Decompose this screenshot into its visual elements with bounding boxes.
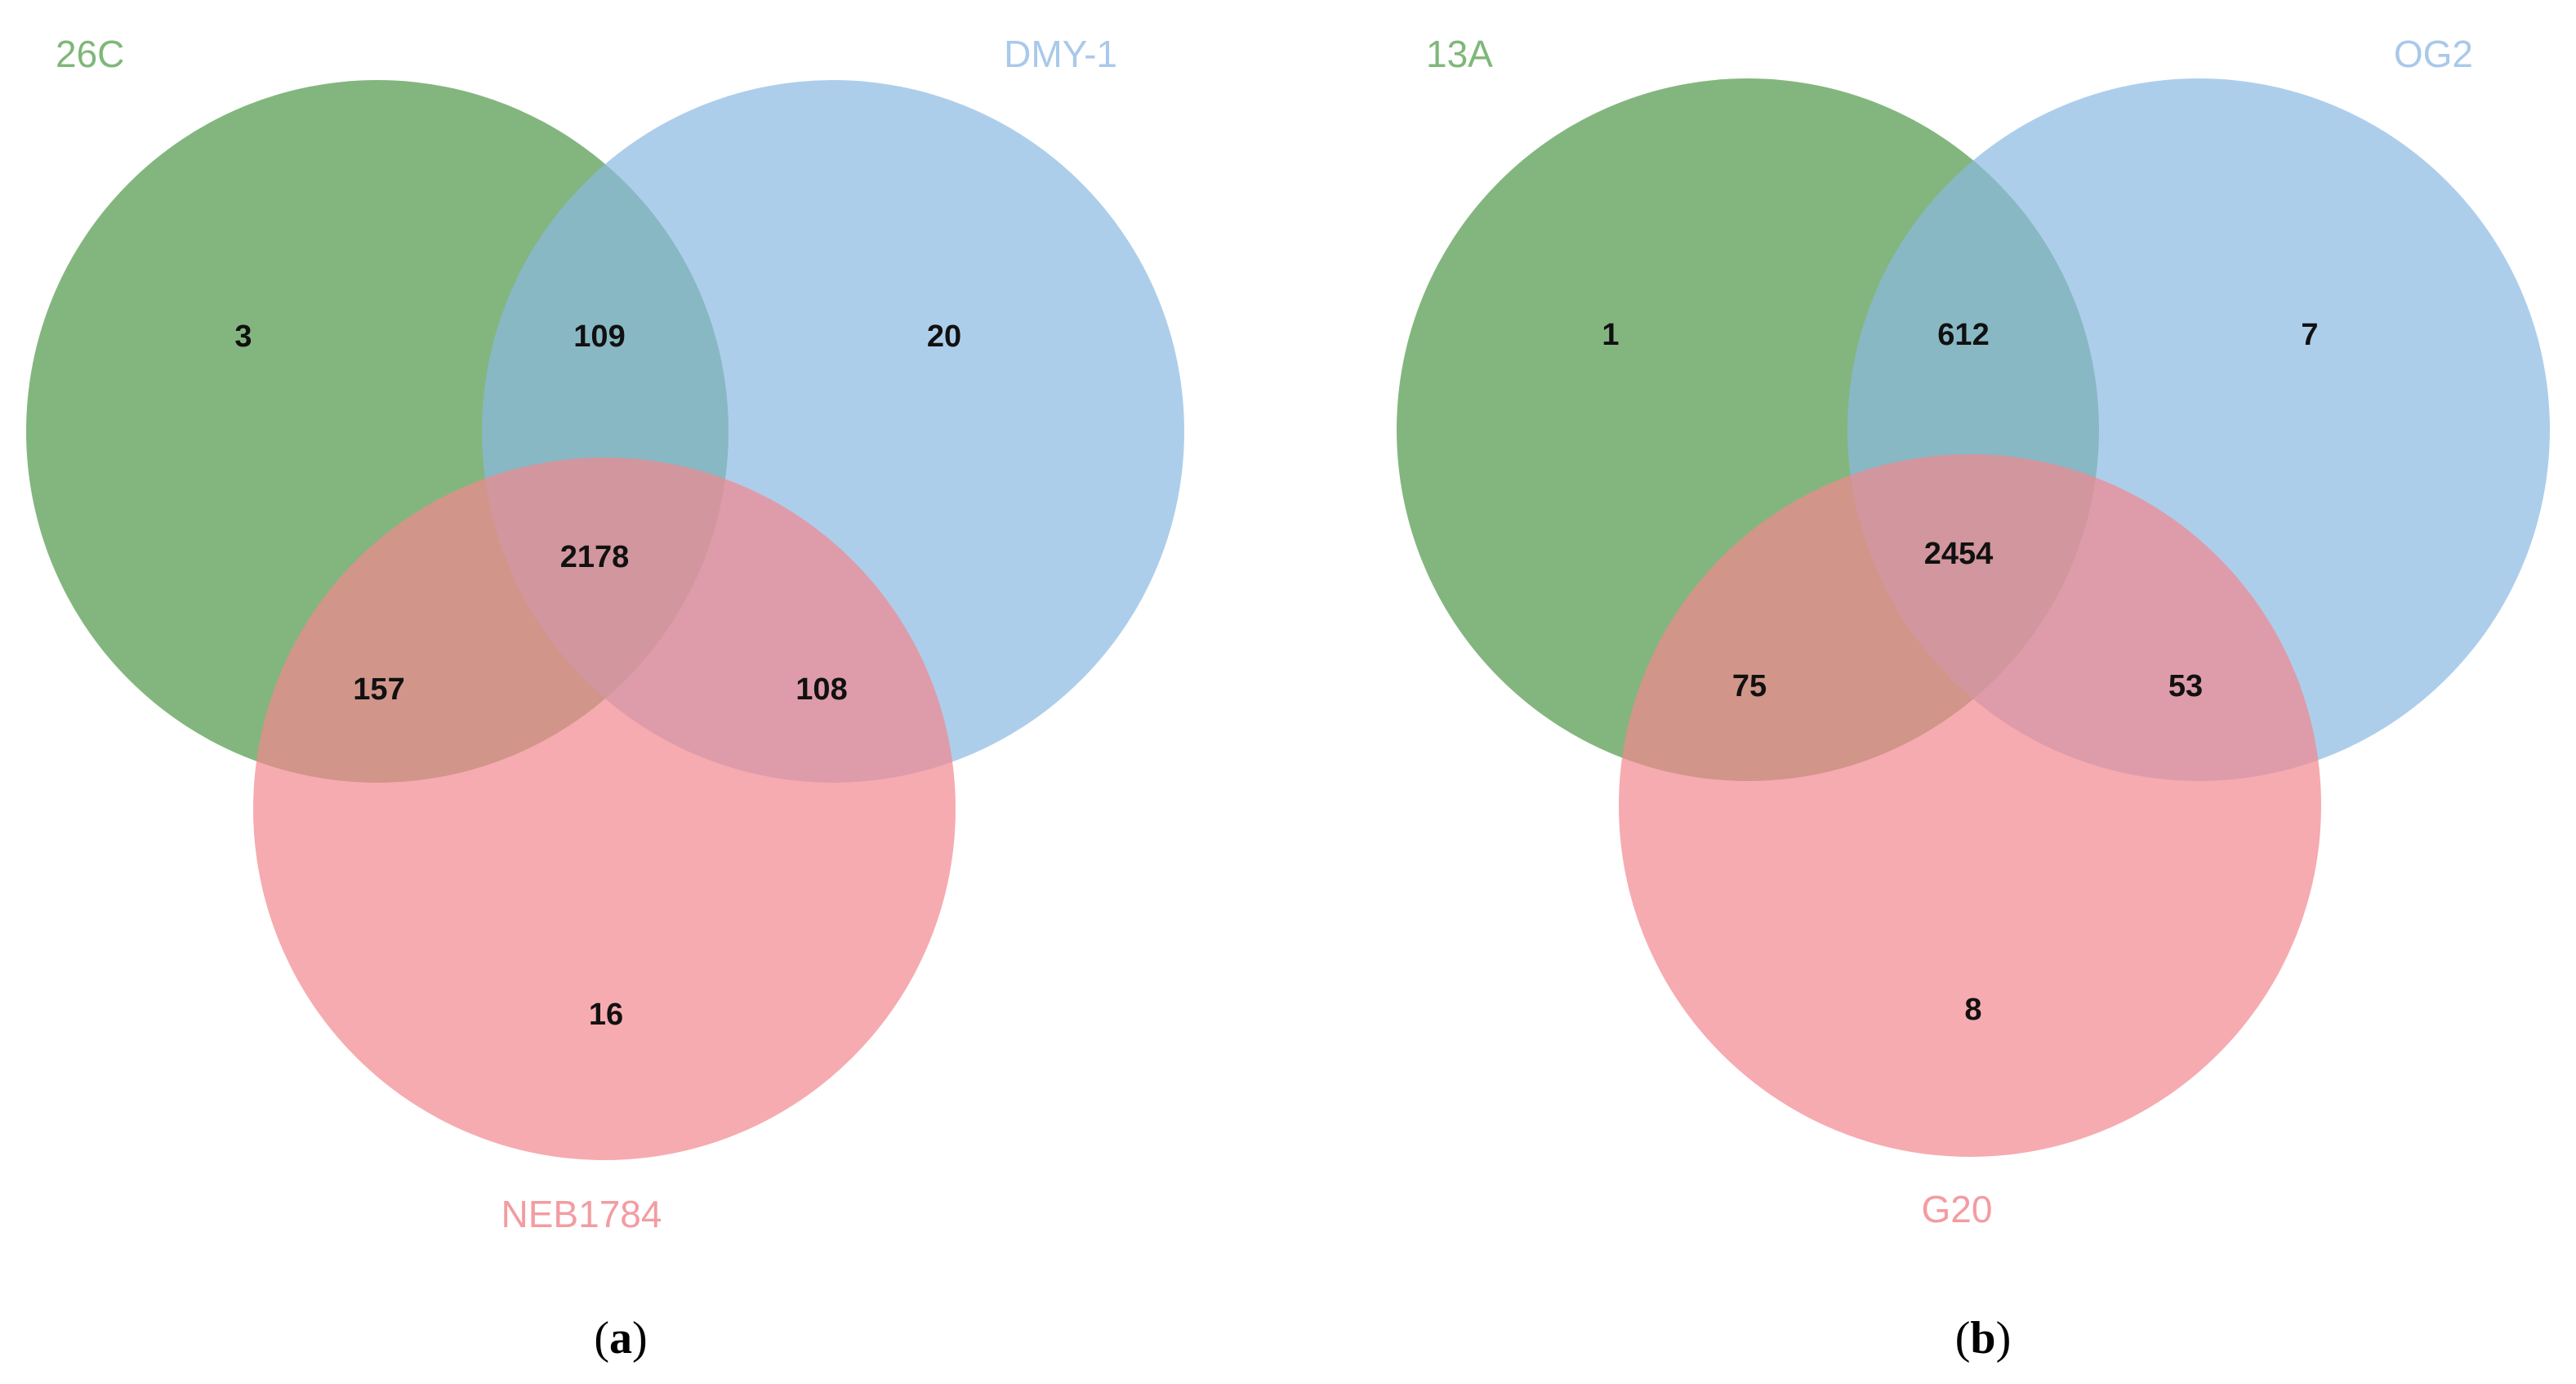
set-label-g20: G20 [1922,1188,1993,1230]
count-only-26c: 3 [234,319,252,354]
set-label-13a: 13A [1426,33,1493,75]
venn-panel-a: 26C DMY-1 NEB1784 3 109 20 2178 157 108 … [26,33,1184,1364]
set-label-neb1784: NEB1784 [501,1193,662,1235]
count-only-13a: 1 [1602,318,1619,352]
count-only-og2: 7 [2301,318,2318,352]
circle-g20 [1619,454,2321,1157]
count-og2-g20: 53 [2168,669,2203,703]
count-all-three: 2454 [1924,537,1994,571]
panel-caption-b: (b) [1955,1313,2011,1364]
set-label-og2: OG2 [2394,33,2473,75]
circle-neb1784 [253,458,956,1160]
set-label-26c: 26C [56,33,124,75]
count-only-g20: 8 [1964,993,1981,1027]
count-all-three: 2178 [560,540,630,574]
venn-panel-b: 13A OG2 G20 1 612 7 2454 75 53 8 (b) [1397,33,2550,1364]
count-only-neb1784: 16 [589,998,623,1032]
count-26c-dmy-1: 109 [573,319,625,354]
count-13a-g20: 75 [1732,669,1767,703]
count-26c-neb1784: 157 [353,672,404,707]
panel-caption-a: (a) [594,1313,647,1364]
count-13a-og2: 612 [1937,318,1989,352]
count-only-dmy-1: 20 [927,319,961,354]
set-label-dmy-1: DMY-1 [1004,33,1117,75]
count-dmy-1-neb1784: 108 [796,672,847,707]
